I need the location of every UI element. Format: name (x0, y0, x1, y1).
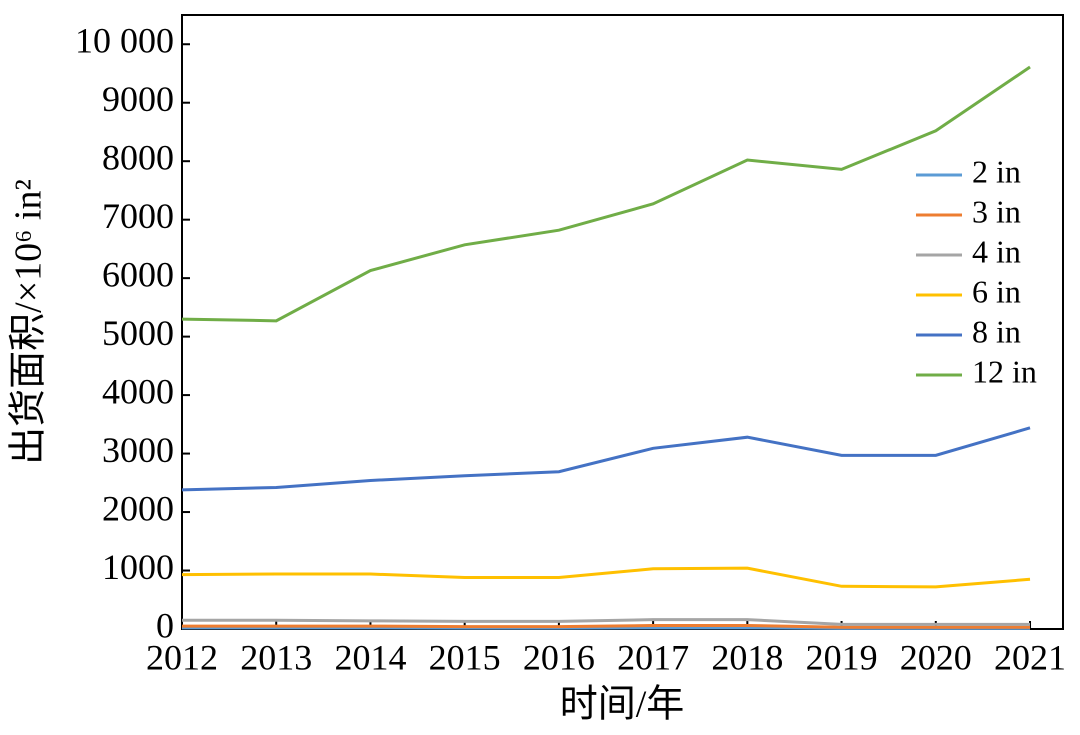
legend-label: 4 in (972, 233, 1021, 269)
x-tick-label: 2019 (806, 637, 878, 677)
y-tick-label: 6000 (102, 254, 174, 294)
y-tick-label: 9000 (102, 79, 174, 119)
x-tick-label: 2014 (334, 637, 406, 677)
y-tick-label: 7000 (102, 196, 174, 236)
y-axis-title: 出货面积/×10⁶ in² (8, 179, 50, 465)
x-tick-label: 2017 (617, 637, 689, 677)
series-line (181, 426, 1031, 492)
x-tick-label: 2015 (429, 637, 501, 677)
series-line (181, 566, 1031, 589)
legend-label: 6 in (972, 273, 1021, 309)
x-axis-title: 时间/年 (560, 684, 685, 726)
x-tick-label: 2013 (240, 637, 312, 677)
legend-label: 12 in (972, 353, 1037, 389)
y-tick-label: 8000 (102, 137, 174, 177)
y-tick-label: 4000 (102, 371, 174, 411)
y-tick-label: 5000 (102, 313, 174, 353)
x-tick-label: 2016 (523, 637, 595, 677)
series-line (181, 65, 1031, 323)
legend-label: 3 in (972, 193, 1021, 229)
x-tick-label: 2021 (994, 637, 1066, 677)
y-tick-label: 2000 (102, 488, 174, 528)
y-tick-label: 3000 (102, 430, 174, 470)
x-tick-label: 2012 (146, 637, 218, 677)
x-tick-label: 2020 (900, 637, 972, 677)
series-line (182, 623, 1031, 629)
series-line (182, 618, 1031, 626)
legend-label: 2 in (972, 153, 1021, 189)
y-tick-label: 1000 (102, 547, 174, 587)
x-tick-label: 2018 (711, 637, 783, 677)
legend-label: 8 in (972, 313, 1021, 349)
y-tick-label: 0 (156, 605, 174, 645)
y-tick-label: 10 000 (75, 21, 174, 61)
plot-frame (181, 14, 1064, 630)
